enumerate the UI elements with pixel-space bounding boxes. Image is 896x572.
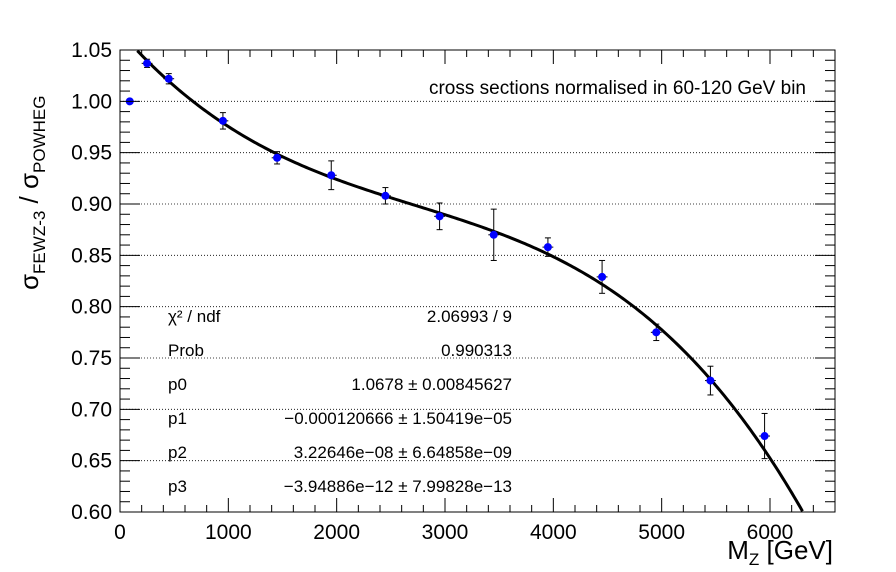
data-point xyxy=(380,187,391,205)
data-point xyxy=(434,202,445,231)
x-tick-label: 2000 xyxy=(313,521,360,544)
x-axis-title: MZ [GeV] xyxy=(727,535,833,569)
data-point xyxy=(488,208,500,261)
data-marker xyxy=(489,230,498,239)
y-tick-label: 1.05 xyxy=(71,39,112,62)
y-tick-label: 0.80 xyxy=(71,296,112,319)
y-tick-label: 1.00 xyxy=(71,90,112,113)
data-marker xyxy=(327,171,336,180)
y-axis-title-sigma1: σ xyxy=(14,274,44,290)
stat-value: 3.22646e−08 ± 6.64858e−09 xyxy=(294,443,512,462)
y-tick-label: 0.95 xyxy=(71,142,112,165)
data-point xyxy=(759,412,770,460)
y-tick-label: 0.75 xyxy=(71,347,112,370)
y-axis-title-sigma2: σ xyxy=(14,173,44,189)
data-marker xyxy=(706,376,715,385)
fit-curve-layer xyxy=(136,49,804,512)
data-marker xyxy=(218,116,227,125)
data-marker xyxy=(598,272,607,281)
stat-value: 0.990313 xyxy=(441,341,512,360)
data-marker xyxy=(273,153,282,162)
data-point xyxy=(163,73,175,85)
y-axis-title-sub2: POWHEG xyxy=(30,96,49,173)
y-axis-title: σFEWZ-3 / σPOWHEG xyxy=(14,96,49,291)
data-point xyxy=(542,237,554,257)
x-tick-label: 4000 xyxy=(530,521,577,544)
data-point xyxy=(141,58,153,68)
x-tick-label: 3000 xyxy=(422,521,469,544)
stat-name: p0 xyxy=(168,375,187,394)
data-marker xyxy=(143,59,152,68)
data-marker xyxy=(381,191,390,200)
x-axis-title-rest: [GeV] xyxy=(759,535,833,565)
tick-labels: 0 1000 2000 3000 4000 5000 6000 0.60 0.65 0.70 0.7… xyxy=(71,39,793,544)
data-point xyxy=(217,112,229,130)
stat-name: Prob xyxy=(168,341,204,360)
data-marker xyxy=(652,328,661,337)
data-point xyxy=(271,151,283,165)
data-marker xyxy=(760,432,769,441)
y-axis-title-sub1: FEWZ-3 xyxy=(30,211,49,274)
data-marker xyxy=(435,212,444,221)
stat-name: p1 xyxy=(168,409,187,428)
y-tick-label: 0.60 xyxy=(71,501,112,524)
x-axis-title-main: M xyxy=(727,535,749,565)
data-marker xyxy=(543,243,552,252)
x-axis-title-subscript: Z xyxy=(749,550,759,569)
chart-annotation: cross sections normalised in 60-120 GeV … xyxy=(429,78,806,99)
stat-name: χ² / ndf xyxy=(168,307,221,326)
y-tick-label: 0.70 xyxy=(71,398,112,421)
axis-ticks xyxy=(119,49,836,513)
y-axis-title-slash: / xyxy=(14,189,44,211)
stat-value: 1.0678 ± 0.00845627 xyxy=(351,375,512,394)
stat-value: −3.94886e−12 ± 7.99828e−13 xyxy=(284,477,512,496)
x-tick-label: 5000 xyxy=(638,521,685,544)
data-point xyxy=(650,323,662,342)
data-point xyxy=(596,259,608,294)
stat-name: p2 xyxy=(168,443,187,462)
stat-value: 2.06993 / 9 xyxy=(427,307,512,326)
fit-statistics-box: χ² / ndf 2.06993 / 9 Prob 0.990313 p0 1.0678 … xyxy=(168,307,512,496)
y-tick-label: 0.85 xyxy=(71,244,112,267)
x-tick-label: 6000 xyxy=(747,521,794,544)
plot-frame xyxy=(119,49,836,513)
data-point xyxy=(325,160,337,191)
data-marker xyxy=(164,74,173,83)
y-tick-label: 0.90 xyxy=(71,193,112,216)
data-point xyxy=(705,365,716,396)
y-tick-label: 0.65 xyxy=(71,450,112,473)
fit-curve xyxy=(136,49,804,512)
data-points-layer xyxy=(125,58,770,460)
stat-value: −0.000120666 ± 1.50419e−05 xyxy=(284,409,512,428)
x-tick-label: 1000 xyxy=(205,521,252,544)
stat-name: p3 xyxy=(168,477,187,496)
x-tick-label: 0 xyxy=(114,521,126,544)
